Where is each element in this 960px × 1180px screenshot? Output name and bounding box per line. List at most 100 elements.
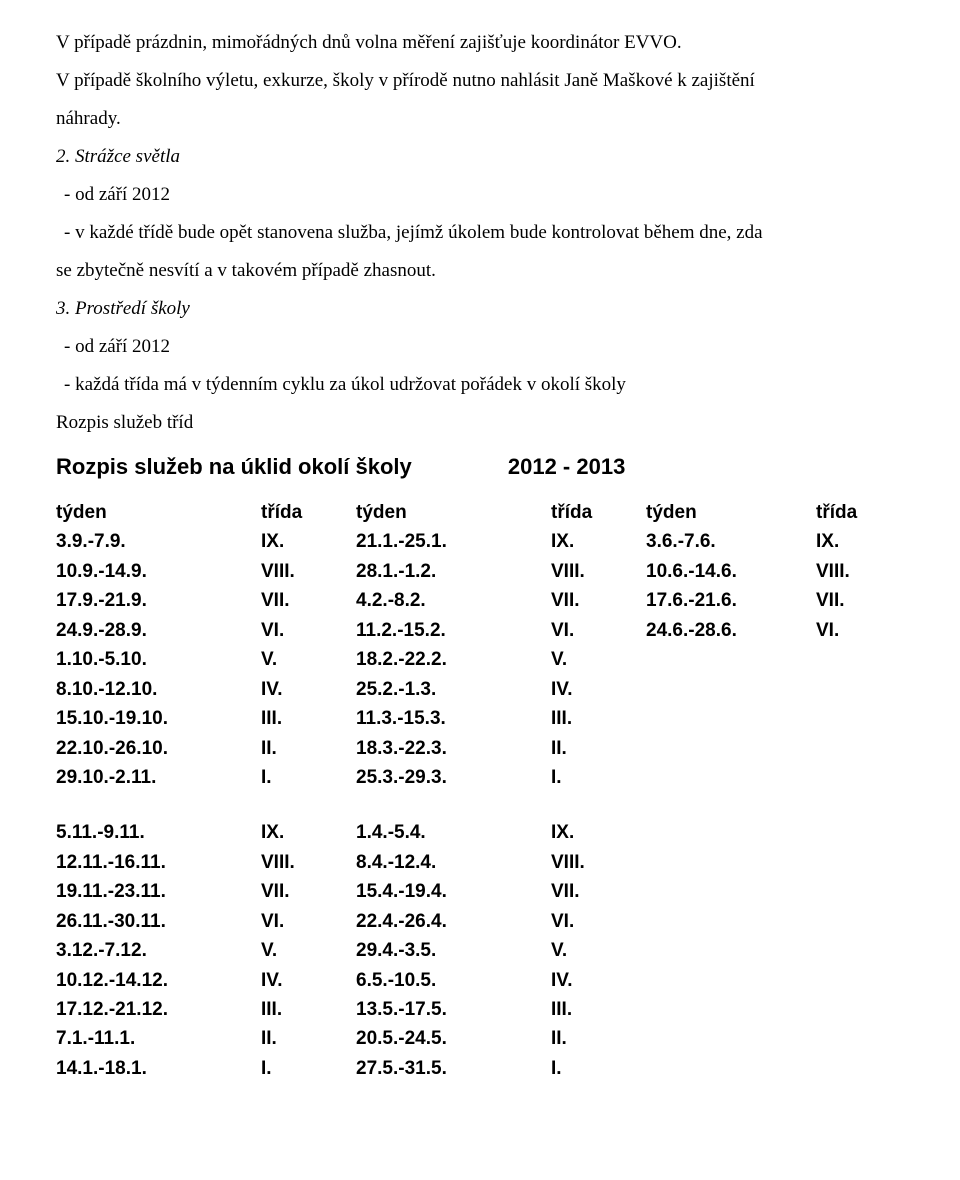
col-header-trida-1: třída [261, 498, 356, 527]
col-header-trida-3: třída [816, 498, 876, 527]
cell-date-3 [646, 675, 816, 704]
cell-date-2: 21.1.-25.1. [356, 527, 551, 556]
table-row: 14.1.-18.1.I.27.5.-31.5.I. [56, 1054, 904, 1083]
cell-class-3: VI. [816, 616, 876, 645]
cell-class-1: VI. [261, 907, 356, 936]
cell-date-1: 22.10.-26.10. [56, 734, 261, 763]
table-header-row: týden třída týden třída týden třída [56, 498, 904, 527]
schedule-block-1: 3.9.-7.9.IX.21.1.-25.1.IX.3.6.-7.6.IX.10… [56, 527, 904, 792]
cell-class-2: VII. [551, 877, 646, 906]
cell-class-2: VI. [551, 907, 646, 936]
cell-date-1: 7.1.-11.1. [56, 1024, 261, 1053]
cell-date-3 [646, 763, 816, 792]
table-row: 29.10.-2.11.I.25.3.-29.3.I. [56, 763, 904, 792]
cell-class-1: II. [261, 734, 356, 763]
cell-class-3: VIII. [816, 557, 876, 586]
cell-date-2: 25.2.-1.3. [356, 675, 551, 704]
paragraph-3a: - od září 2012 [64, 328, 904, 366]
cell-class-2: VIII. [551, 557, 646, 586]
cell-date-1: 14.1.-18.1. [56, 1054, 261, 1083]
cell-class-1: IV. [261, 966, 356, 995]
paragraph-2c: se zbytečně nesvítí a v takovém případě … [56, 252, 904, 290]
cell-date-3: 17.6.-21.6. [646, 586, 816, 615]
cell-date-1: 12.11.-16.11. [56, 848, 261, 877]
cell-date-2: 4.2.-8.2. [356, 586, 551, 615]
rozpis-title: Rozpis služeb na úklid okolí školy [56, 454, 412, 479]
cell-class-1: V. [261, 645, 356, 674]
table-row: 3.9.-7.9.IX.21.1.-25.1.IX.3.6.-7.6.IX. [56, 527, 904, 556]
cell-date-2: 8.4.-12.4. [356, 848, 551, 877]
cell-class-2: VI. [551, 616, 646, 645]
cell-date-1: 17.9.-21.9. [56, 586, 261, 615]
rozpis-heading: Rozpis služeb na úklid okolí školy 2012 … [56, 454, 904, 480]
table-row: 1.10.-5.10.V.18.2.-22.2.V. [56, 645, 904, 674]
rozpis-year: 2012 - 2013 [508, 454, 625, 480]
paragraph-3b: - každá třída má v týdenním cyklu za úko… [64, 366, 904, 404]
cell-date-2: 11.2.-15.2. [356, 616, 551, 645]
cell-class-1: III. [261, 704, 356, 733]
col-header-tyden-2: týden [356, 498, 551, 527]
cell-class-2: III. [551, 995, 646, 1024]
cell-date-1: 10.12.-14.12. [56, 966, 261, 995]
cell-class-1: V. [261, 936, 356, 965]
cell-class-2: I. [551, 763, 646, 792]
cell-class-1: IX. [261, 527, 356, 556]
table-row: 12.11.-16.11.VIII.8.4.-12.4.VIII. [56, 848, 904, 877]
cell-date-2: 25.3.-29.3. [356, 763, 551, 792]
cell-date-2: 15.4.-19.4. [356, 877, 551, 906]
cell-date-1: 26.11.-30.11. [56, 907, 261, 936]
cell-date-1: 5.11.-9.11. [56, 818, 261, 847]
paragraph-2b: - v každé třídě bude opět stanovena služ… [64, 214, 904, 252]
cell-class-2: IX. [551, 527, 646, 556]
cell-class-3: VII. [816, 586, 876, 615]
col-header-tyden-1: týden [56, 498, 261, 527]
cell-date-1: 3.12.-7.12. [56, 936, 261, 965]
table-row: 10.12.-14.12.IV.6.5.-10.5.IV. [56, 966, 904, 995]
cell-date-2: 27.5.-31.5. [356, 1054, 551, 1083]
table-row: 5.11.-9.11.IX.1.4.-5.4.IX. [56, 818, 904, 847]
cell-class-1: VII. [261, 586, 356, 615]
cell-date-2: 18.2.-22.2. [356, 645, 551, 674]
cell-class-2: VIII. [551, 848, 646, 877]
cell-date-3: 24.6.-28.6. [646, 616, 816, 645]
cell-date-2: 22.4.-26.4. [356, 907, 551, 936]
cell-class-3 [816, 734, 876, 763]
cell-class-1: III. [261, 995, 356, 1024]
cell-date-3 [646, 645, 816, 674]
cell-date-2: 18.3.-22.3. [356, 734, 551, 763]
cell-class-1: VII. [261, 877, 356, 906]
heading-3: 3. Prostředí školy [56, 290, 904, 328]
cell-class-3 [816, 675, 876, 704]
cell-date-1: 29.10.-2.11. [56, 763, 261, 792]
cell-class-2: III. [551, 704, 646, 733]
cell-date-2: 11.3.-15.3. [356, 704, 551, 733]
cell-date-3 [646, 734, 816, 763]
cell-date-1: 3.9.-7.9. [56, 527, 261, 556]
cell-class-1: I. [261, 1054, 356, 1083]
cell-class-2: II. [551, 734, 646, 763]
cell-class-3: IX. [816, 527, 876, 556]
cell-class-2: V. [551, 645, 646, 674]
cell-date-1: 15.10.-19.10. [56, 704, 261, 733]
cell-class-3 [816, 763, 876, 792]
cell-date-1: 17.12.-21.12. [56, 995, 261, 1024]
table-row: 24.9.-28.9.VI.11.2.-15.2.VI.24.6.-28.6.V… [56, 616, 904, 645]
cell-class-1: IV. [261, 675, 356, 704]
paragraph-1a: V případě prázdnin, mimořádných dnů voln… [56, 24, 904, 62]
cell-class-2: IV. [551, 966, 646, 995]
cell-date-1: 24.9.-28.9. [56, 616, 261, 645]
table-row: 17.12.-21.12.III.13.5.-17.5.III. [56, 995, 904, 1024]
cell-class-1: VI. [261, 616, 356, 645]
table-row: 17.9.-21.9.VII.4.2.-8.2.VII.17.6.-21.6.V… [56, 586, 904, 615]
paragraph-3c: Rozpis služeb tříd [56, 404, 904, 442]
table-row: 7.1.-11.1.II.20.5.-24.5.II. [56, 1024, 904, 1053]
cell-class-2: V. [551, 936, 646, 965]
col-header-tyden-3: týden [646, 498, 816, 527]
table-row: 10.9.-14.9.VIII.28.1.-1.2.VIII.10.6.-14.… [56, 557, 904, 586]
cell-date-1: 1.10.-5.10. [56, 645, 261, 674]
cell-date-1: 8.10.-12.10. [56, 675, 261, 704]
cell-class-1: VIII. [261, 848, 356, 877]
heading-2: 2. Strážce světla [56, 138, 904, 176]
col-header-trida-2: třída [551, 498, 646, 527]
cell-class-2: VII. [551, 586, 646, 615]
